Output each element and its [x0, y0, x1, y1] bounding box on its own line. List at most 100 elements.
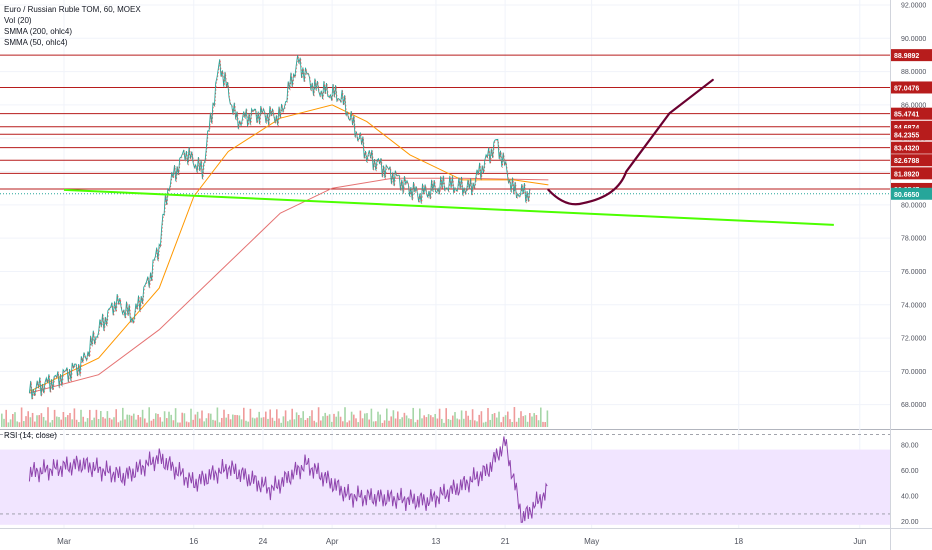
current-price-tag	[891, 187, 932, 200]
x-tick-label: Jun	[853, 537, 866, 546]
volume-bar	[82, 416, 84, 427]
support-trendline	[63, 188, 834, 226]
volume-bar	[366, 413, 368, 427]
volume-bar	[485, 421, 487, 427]
volume-bar	[474, 420, 476, 427]
volume-bar	[166, 418, 168, 427]
volume-bar	[476, 421, 478, 427]
volume-bar	[214, 420, 216, 427]
volume-bar	[58, 417, 60, 427]
volume-bar	[397, 411, 399, 427]
volume-bar	[273, 420, 276, 427]
rsi-tick-label: 20.00	[901, 519, 919, 526]
volume-bar	[489, 419, 491, 427]
volume-bar	[240, 419, 243, 427]
volume-bar	[86, 418, 89, 427]
price-level-label: 81.8920	[894, 171, 919, 178]
volume-bar	[405, 415, 408, 427]
volume-bar	[111, 419, 113, 427]
volume-bar	[144, 418, 146, 427]
volume-bar	[128, 414, 131, 427]
volume-bar	[183, 413, 186, 427]
volume-bar	[449, 419, 452, 427]
volume-bar	[394, 418, 397, 427]
volume-bar	[78, 422, 80, 427]
volume-bar	[533, 413, 535, 427]
price-level-label: 83.4320	[894, 146, 919, 153]
volume-bar	[150, 420, 153, 427]
volume-bar	[289, 419, 291, 427]
volume-bar	[282, 416, 285, 427]
volume-bar	[20, 407, 23, 427]
volume-bar	[196, 411, 199, 427]
price-level-label: 85.4741	[894, 112, 919, 119]
volume-bar	[157, 413, 159, 427]
volume-bar	[115, 409, 117, 427]
volume-bar	[388, 420, 390, 427]
price-level-tag	[891, 167, 932, 180]
volume-bar	[342, 421, 344, 427]
volume-bar	[544, 422, 546, 427]
volume-bar	[346, 422, 348, 427]
volume-bar	[452, 415, 454, 427]
volume-bar	[350, 411, 353, 427]
volume-bar	[207, 413, 210, 427]
rsi-tick-label: 80.00	[901, 442, 919, 449]
volume-bar	[141, 409, 144, 427]
volume-bar	[146, 422, 148, 427]
volume-bar	[47, 407, 49, 427]
volume-bar	[172, 420, 175, 427]
volume-bar	[12, 414, 14, 427]
price-level-tag	[891, 154, 932, 167]
volume-bar	[267, 418, 269, 427]
volume-bar	[482, 422, 485, 427]
volume-bar	[331, 421, 333, 427]
volume-bar	[27, 411, 29, 427]
volume-bar	[353, 414, 355, 427]
volume-bar	[317, 407, 320, 427]
volume-bar	[137, 414, 139, 427]
volume-bar	[425, 417, 428, 427]
volume-bar	[471, 409, 474, 427]
volume-bar	[133, 413, 135, 427]
volume-bar	[337, 411, 340, 427]
volume-bar	[97, 418, 100, 427]
volume-bar	[370, 408, 373, 427]
volume-bar	[130, 415, 133, 427]
price-level-tag	[891, 141, 932, 154]
volume-bar	[364, 413, 366, 427]
price-level-label: 88.9892	[894, 53, 919, 60]
volume-bar	[504, 415, 507, 427]
volume-bar	[526, 421, 529, 427]
chart-legend: Euro / Russian Ruble TOM, 60, MOEX Vol (…	[4, 4, 141, 48]
volume-bar	[106, 411, 109, 427]
price-series	[28, 55, 531, 401]
volume-bar	[205, 418, 208, 427]
volume-bar	[221, 417, 223, 427]
volume-bar	[18, 422, 21, 427]
volume-bar	[333, 413, 335, 427]
volume-bar	[535, 415, 538, 427]
volume-bar	[262, 417, 265, 427]
volume-bar	[104, 418, 106, 427]
volume-bar	[93, 417, 95, 427]
volume-bar	[546, 410, 549, 427]
volume-bar	[73, 408, 76, 427]
volume-bar	[324, 412, 326, 427]
volume-bar	[260, 417, 263, 427]
volume-bar	[355, 418, 357, 427]
volume-bar	[38, 415, 40, 427]
volume-bar	[493, 413, 496, 427]
volume-bar	[216, 407, 219, 427]
current-price-label: 80.6650	[894, 192, 919, 199]
x-tick-label: Mar	[57, 537, 71, 546]
volume-bar	[469, 419, 472, 427]
volume-bar	[540, 407, 542, 427]
volume-bar	[271, 417, 274, 427]
volume-bar	[280, 422, 282, 427]
volume-bar	[295, 412, 298, 427]
volume-bar	[401, 417, 403, 427]
volume-bar	[60, 419, 62, 427]
volume-bar	[102, 417, 104, 427]
